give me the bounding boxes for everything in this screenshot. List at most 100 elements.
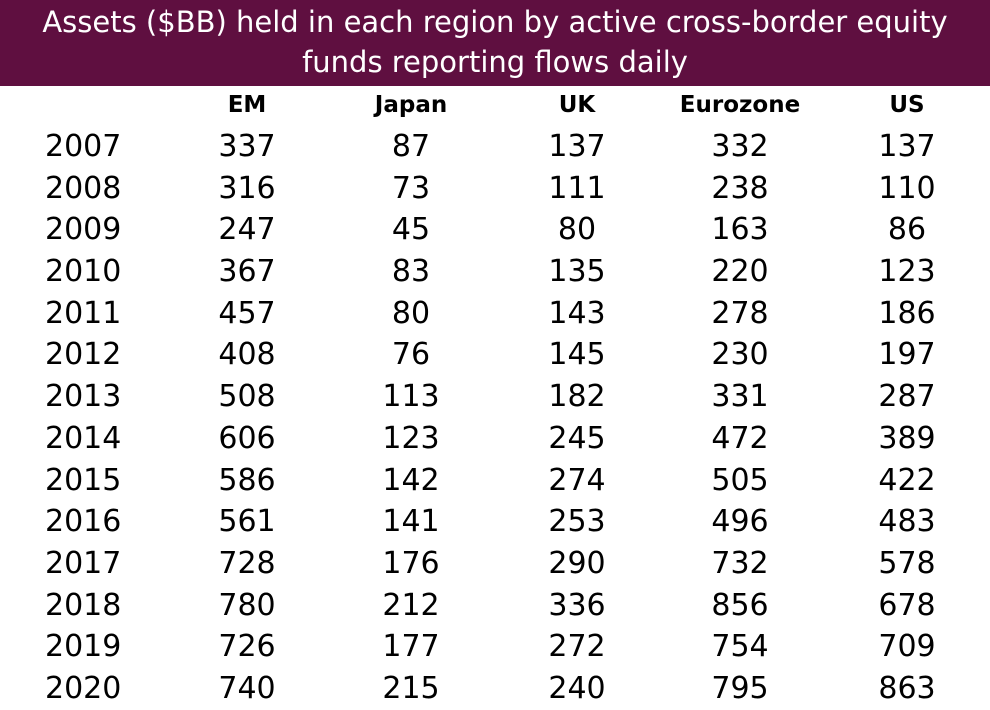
table-title: Assets ($BB) held in each region by acti… [0,0,990,86]
cell-uk: 253 [548,504,606,540]
cell-eurozone: 795 [711,670,769,706]
row-year-label: 2014 [45,420,122,456]
row-year-label: 2020 [45,670,122,706]
cell-uk: 145 [548,337,606,373]
cell-em: 457 [218,295,276,331]
cell-japan: 80 [391,295,431,331]
cell-em: 561 [218,504,276,540]
cell-japan: 123 [382,420,440,456]
cell-uk: 336 [548,587,606,623]
row-year-label: 2016 [45,504,122,540]
cell-japan: 83 [391,254,431,290]
cell-em: 606 [218,420,276,456]
row-year-label: 2011 [45,295,122,331]
cell-eurozone: 230 [711,337,769,373]
table-row: 2017 728 176 290 732 578 [0,543,990,585]
cell-eurozone: 754 [711,629,769,665]
cell-us: 483 [878,504,936,540]
table-body: 2007 337 87 137 332 137 2008 316 73 111 238 110 2009… [0,126,990,710]
cell-eurozone: 278 [711,295,769,331]
cell-em: 740 [218,670,276,706]
column-header-japan: Japan [374,92,448,118]
cell-uk: 182 [548,379,606,415]
table-row: 2020 740 215 240 795 863 [0,668,990,710]
cell-japan: 212 [382,587,440,623]
table-row: 2007 337 87 137 332 137 [0,126,990,168]
cell-us: 86 [887,212,927,248]
cell-us: 422 [878,462,936,498]
cell-eurozone: 856 [711,587,769,623]
table-row: 2009 247 45 80 163 86 [0,209,990,251]
cell-uk: 80 [557,212,597,248]
cell-us: 287 [878,379,936,415]
cell-eurozone: 332 [711,129,769,164]
table-row: 2019 726 177 272 754 709 [0,626,990,668]
table-row: 2010 367 83 135 220 123 [0,251,990,293]
cell-japan: 177 [382,629,440,665]
cell-em: 728 [218,545,276,581]
cell-em: 337 [218,129,276,164]
cell-em: 508 [218,379,276,415]
cell-uk: 245 [548,420,606,456]
cell-eurozone: 472 [711,420,769,456]
row-year-label: 2009 [45,212,122,248]
row-year-label: 2015 [45,462,122,498]
table-row: 2012 408 76 145 230 197 [0,334,990,376]
table-row: 2013 508 113 182 331 287 [0,376,990,418]
cell-em: 586 [218,462,276,498]
table-row: 2008 316 73 111 238 110 [0,168,990,210]
cell-us: 123 [878,254,936,290]
cell-japan: 73 [391,170,431,206]
cell-us: 863 [878,670,936,706]
cell-eurozone: 331 [711,379,769,415]
cell-em: 726 [218,629,276,665]
cell-japan: 141 [382,504,440,540]
cell-em: 247 [218,212,276,248]
cell-uk: 290 [548,545,606,581]
cell-em: 780 [218,587,276,623]
cell-eurozone: 505 [711,462,769,498]
table-row: 2011 457 80 143 278 186 [0,293,990,335]
cell-us: 709 [878,629,936,665]
table-row: 2018 780 212 336 856 678 [0,585,990,627]
cell-eurozone: 163 [711,212,769,248]
cell-japan: 215 [382,670,440,706]
data-table: EM Japan UK Eurozone US 2007 337 87 137 332 137 20… [0,86,990,710]
cell-uk: 272 [548,629,606,665]
table-row: 2016 561 141 253 496 483 [0,501,990,543]
row-year-label: 2013 [45,379,122,415]
cell-japan: 87 [391,129,431,164]
cell-uk: 137 [548,129,606,164]
cell-uk: 111 [548,170,606,206]
row-year-label: 2010 [45,254,122,290]
row-year-label: 2018 [45,587,122,623]
cell-eurozone: 238 [711,170,769,206]
table-row: 2014 606 123 245 472 389 [0,418,990,460]
column-header-uk: UK [558,92,596,118]
cell-japan: 113 [382,379,440,415]
cell-uk: 274 [548,462,606,498]
cell-eurozone: 220 [711,254,769,290]
column-header-us: US [889,92,925,118]
cell-em: 316 [218,170,276,206]
row-year-label: 2007 [45,129,122,164]
cell-eurozone: 732 [711,545,769,581]
table-row: 2015 586 142 274 505 422 [0,460,990,502]
cell-us: 110 [878,170,936,206]
cell-eurozone: 496 [711,504,769,540]
row-year-label: 2019 [45,629,122,665]
cell-uk: 135 [548,254,606,290]
cell-japan: 176 [382,545,440,581]
cell-em: 367 [218,254,276,290]
header-row: EM Japan UK Eurozone US [0,86,990,126]
cell-japan: 76 [391,337,431,373]
cell-us: 186 [878,295,936,331]
cell-uk: 143 [548,295,606,331]
cell-us: 678 [878,587,936,623]
cell-us: 389 [878,420,936,456]
cell-us: 197 [878,337,936,373]
cell-japan: 45 [391,212,431,248]
cell-em: 408 [218,337,276,373]
cell-us: 578 [878,545,936,581]
cell-uk: 240 [548,670,606,706]
